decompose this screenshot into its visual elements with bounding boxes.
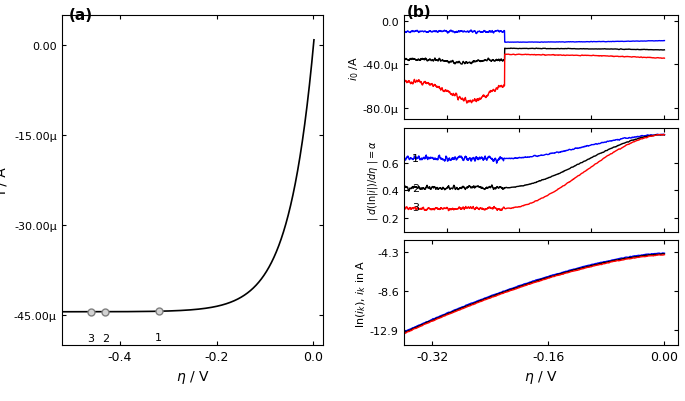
X-axis label: $\eta$ / V: $\eta$ / V: [175, 368, 209, 385]
Text: (b): (b): [407, 5, 432, 20]
Text: 1: 1: [412, 154, 419, 164]
Text: 2: 2: [412, 183, 419, 193]
Text: (a): (a): [69, 8, 93, 23]
Y-axis label: i / A: i / A: [0, 167, 8, 194]
Text: 3: 3: [87, 333, 95, 343]
Y-axis label: $\ln(i_k)$, $i_k$ in A: $\ln(i_k)$, $i_k$ in A: [355, 259, 369, 327]
Y-axis label: $|\ d(\ln|i|)/d\eta\ | = \alpha$: $|\ d(\ln|i|)/d\eta\ | = \alpha$: [366, 140, 379, 221]
X-axis label: $\eta$ / V: $\eta$ / V: [524, 368, 558, 385]
Text: 1: 1: [155, 332, 162, 342]
Text: 3: 3: [412, 203, 419, 213]
Text: 2: 2: [101, 333, 109, 343]
Y-axis label: $i_0$ /A: $i_0$ /A: [348, 55, 362, 81]
